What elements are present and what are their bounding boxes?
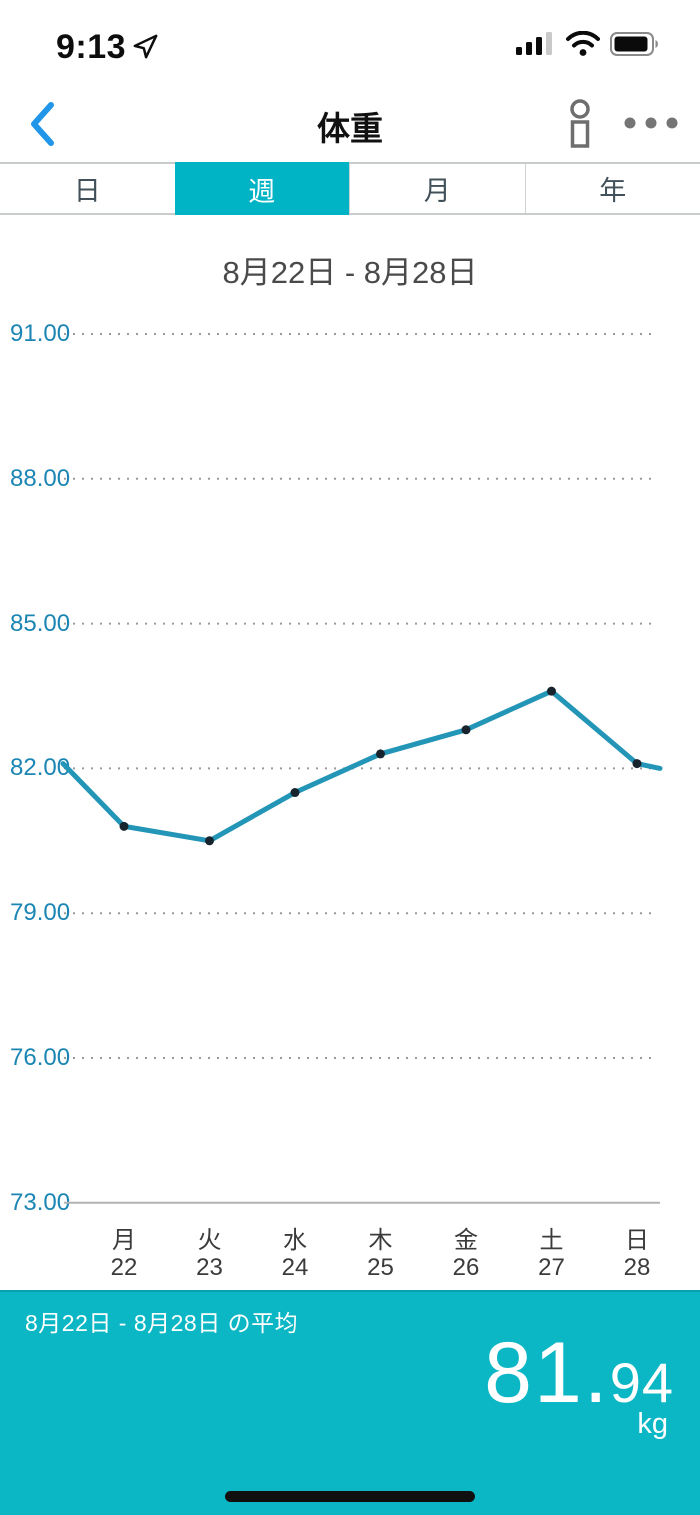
y-axis-tick-label: 79.00: [10, 899, 71, 927]
x-axis-label-26: 金 26: [452, 1227, 480, 1281]
nav-bar: 体重: [0, 88, 700, 162]
period-tab-bar: 日 週 月 年: [0, 162, 700, 215]
more-options-button[interactable]: [618, 92, 684, 154]
weight-chart[interactable]: 8月22日 - 8月28日 91.00 88.00 85.00 82.00 79.00 7…: [0, 215, 700, 1290]
wifi-icon: [566, 30, 600, 57]
person-icon: [566, 97, 594, 149]
location-arrow-icon: [132, 33, 159, 60]
tab-month[interactable]: 月: [349, 164, 525, 213]
status-time: 9:13: [56, 28, 127, 66]
tab-week[interactable]: 週: [174, 162, 349, 215]
y-axis-tick-label: 82.00: [10, 754, 71, 782]
y-axis-tick-label: 76.00: [10, 1044, 71, 1071]
tab-day[interactable]: 日: [0, 164, 175, 213]
y-axis-tick-label: 85.00: [10, 609, 71, 637]
status-bar: 9:13: [0, 0, 700, 88]
average-summary-panel: 8月22日 - 8月28日 の平均 81. 94 kg: [0, 1290, 700, 1515]
chart-canvas[interactable]: [0, 215, 700, 1290]
x-axis-label-28: 日 28: [623, 1227, 651, 1281]
profile-button[interactable]: [558, 92, 602, 154]
data-point-26[interactable]: [461, 725, 471, 735]
unit-label: kg: [637, 1408, 668, 1440]
average-value-frac: 94: [609, 1351, 674, 1414]
x-axis-label-22: 月 22: [110, 1227, 138, 1281]
x-axis-label-24: 水 24: [281, 1227, 309, 1281]
weight-series-line: [60, 688, 663, 844]
battery-icon: [610, 31, 660, 56]
chevron-left-icon: [29, 101, 55, 147]
data-point-23[interactable]: [205, 836, 214, 846]
data-point-24[interactable]: [290, 788, 300, 798]
chart-date-range-title: 8月22日 - 8月28日: [222, 255, 478, 290]
x-axis-label-25: 木 25: [367, 1227, 394, 1281]
home-indicator[interactable]: [225, 1491, 475, 1502]
data-point-22[interactable]: [119, 821, 129, 831]
average-value: 81. 94: [484, 1326, 674, 1421]
y-axis-tick-label: 73.00: [10, 1188, 71, 1216]
x-axis-label-23: 火 23: [196, 1227, 223, 1281]
y-axis-tick-label: 88.00: [10, 464, 71, 492]
y-axis-tick-label: 91.00: [10, 320, 71, 347]
page-title: 体重: [317, 110, 383, 147]
data-point-27[interactable]: [547, 686, 556, 696]
data-point-25[interactable]: [376, 749, 385, 759]
average-value-int: 81.: [484, 1325, 610, 1421]
cellular-signal-icon: [514, 30, 556, 57]
data-point-28[interactable]: [632, 759, 642, 769]
tab-year[interactable]: 年: [524, 164, 700, 213]
ellipsis-icon: [623, 116, 679, 130]
average-label: 8月22日 - 8月28日 の平均: [25, 1310, 299, 1336]
back-button[interactable]: [18, 94, 66, 154]
x-axis-label-27: 土 27: [538, 1227, 565, 1281]
